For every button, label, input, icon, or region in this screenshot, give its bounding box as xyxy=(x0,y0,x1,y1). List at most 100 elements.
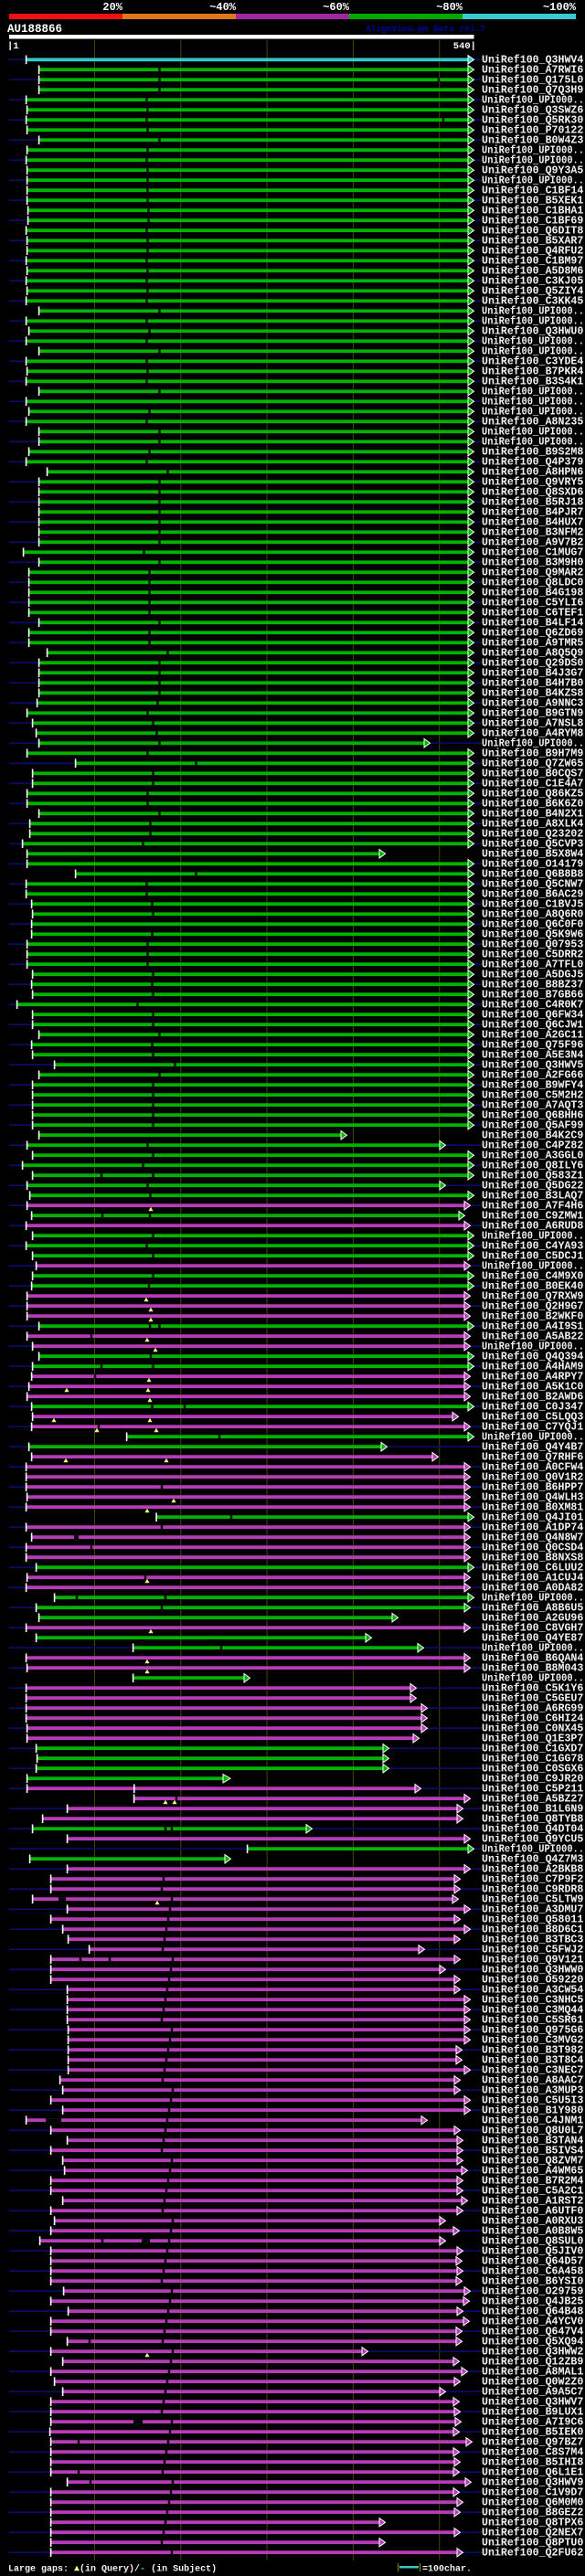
svg-text:UniRef100_A0RXU3: UniRef100_A0RXU3 xyxy=(482,2215,583,2227)
svg-text:UniRef100_B4K2C9: UniRef100_B4K2C9 xyxy=(482,1129,583,1141)
svg-text:UniRef100_Q3HWV4: UniRef100_Q3HWV4 xyxy=(482,54,583,66)
svg-text:UniRef100_Q6FW34: UniRef100_Q6FW34 xyxy=(482,1009,583,1021)
svg-text:UniRef100_UPI000..: UniRef100_UPI000.. xyxy=(482,386,584,398)
svg-text:UniRef100_Q12ZB9: UniRef100_Q12ZB9 xyxy=(482,2356,583,2368)
svg-text:UniRef100_Q4JB25: UniRef100_Q4JB25 xyxy=(482,2295,583,2307)
svg-text:UniRef100_Q3HWW2: UniRef100_Q3HWW2 xyxy=(482,2346,583,2358)
svg-text:UniRef100_UPI000..: UniRef100_UPI000.. xyxy=(482,1672,584,1684)
svg-text:UniRef100_A7RWI6: UniRef100_A7RWI6 xyxy=(482,64,583,76)
svg-text:UniRef100_Q4YE87: UniRef100_Q4YE87 xyxy=(482,1632,583,1644)
svg-text:UniRef100_UPI000..: UniRef100_UPI000.. xyxy=(482,1260,584,1272)
svg-text:UniRef100_A0DA82: UniRef100_A0DA82 xyxy=(482,1582,583,1594)
svg-text:UniRef100_C3MVG2: UniRef100_C3MVG2 xyxy=(482,2034,583,2046)
svg-text:UniRef100_Q8PTU0: UniRef100_Q8PTU0 xyxy=(482,2537,583,2549)
svg-text:UniRef100_A7I9C6: UniRef100_A7I9C6 xyxy=(482,2416,583,2428)
svg-text:UniRef100_A9A5C7: UniRef100_A9A5C7 xyxy=(482,2386,583,2398)
svg-text:UniRef100_A4I9S1: UniRef100_A4I9S1 xyxy=(482,1320,583,1332)
svg-text:UniRef100_A8B6U5: UniRef100_A8B6U5 xyxy=(482,1602,583,1614)
svg-text:UniRef100_A4YCV0: UniRef100_A4YCV0 xyxy=(482,2316,583,2327)
svg-text:UniRef100_UPI000..: UniRef100_UPI000.. xyxy=(482,406,584,418)
svg-text:UniRef100_A0B8W5: UniRef100_A0B8W5 xyxy=(482,2225,583,2237)
svg-text:UniRef100_UPI000..: UniRef100_UPI000.. xyxy=(482,1592,584,1604)
svg-text:UniRef100_Q0V1R2: UniRef100_Q0V1R2 xyxy=(482,1471,583,1483)
svg-text:UniRef100_C1GXD7: UniRef100_C1GXD7 xyxy=(482,1743,583,1754)
svg-text:UniRef100_C6TEF1: UniRef100_C6TEF1 xyxy=(482,607,583,619)
svg-text:UniRef100_A8Q5Q9: UniRef100_A8Q5Q9 xyxy=(482,647,583,659)
svg-text:UniRef100_B7GB66: UniRef100_B7GB66 xyxy=(482,989,583,1001)
svg-text:UniRef100_A3CW54: UniRef100_A3CW54 xyxy=(482,1984,583,1996)
svg-text:UniRef100_B0W4Z3: UniRef100_B0W4Z3 xyxy=(482,134,583,146)
svg-text:UniRef100_Q8TYB8: UniRef100_Q8TYB8 xyxy=(482,1813,583,1825)
svg-text:UniRef100_A3DMU7: UniRef100_A3DMU7 xyxy=(482,1903,583,1915)
svg-text:UniRef100_Q4WLH3: UniRef100_Q4WLH3 xyxy=(482,1491,583,1503)
svg-text:UniRef100_Q4Q394: UniRef100_Q4Q394 xyxy=(482,1351,583,1362)
svg-text:UniRef100_Q5RK30: UniRef100_Q5RK30 xyxy=(482,114,583,126)
svg-text:UniRef100_C7YQJ1: UniRef100_C7YQJ1 xyxy=(482,1421,583,1433)
svg-text:UniRef100_B5X8W4: UniRef100_B5X8W4 xyxy=(482,848,583,860)
svg-text:UniRef100_Q6C0F0: UniRef100_Q6C0F0 xyxy=(482,918,583,930)
svg-text:UniRef100_B4KZS8: UniRef100_B4KZS8 xyxy=(482,687,583,699)
svg-text:UniRef100_B1Y980: UniRef100_B1Y980 xyxy=(482,2104,583,2116)
svg-text:~40%: ~40% xyxy=(209,1,237,14)
svg-text:UniRef100_C5DRR2: UniRef100_C5DRR2 xyxy=(482,949,583,960)
svg-text:UniRef100_C5LQQ3: UniRef100_C5LQQ3 xyxy=(482,1411,583,1423)
svg-text:UniRef100_C1MUG7: UniRef100_C1MUG7 xyxy=(482,546,583,558)
svg-text:UniRef100_A6UTF0: UniRef100_A6UTF0 xyxy=(482,2205,583,2217)
svg-text:UniRef100_B6AC29: UniRef100_B6AC29 xyxy=(482,888,583,900)
svg-text:UniRef100_B9H7M9: UniRef100_B9H7M9 xyxy=(482,747,583,759)
svg-text:UniRef100_B7PKR4: UniRef100_B7PKR4 xyxy=(482,366,583,377)
svg-text:~80%: ~80% xyxy=(436,1,463,14)
svg-text:UniRef100_Q8LDC0: UniRef100_Q8LDC0 xyxy=(482,577,583,588)
svg-text:UniRef100_A6RUD8: UniRef100_A6RUD8 xyxy=(482,1220,583,1232)
svg-text:UniRef100_C1BM97: UniRef100_C1BM97 xyxy=(482,255,583,267)
svg-text:UniRef100_C5GEU7: UniRef100_C5GEU7 xyxy=(482,1692,583,1704)
svg-text:UniRef100_A8XLK4: UniRef100_A8XLK4 xyxy=(482,818,583,830)
svg-text:UniRef100_C0SGX6: UniRef100_C0SGX6 xyxy=(482,1763,583,1775)
svg-text:UniRef100_Q4DT04: UniRef100_Q4DT04 xyxy=(482,1823,583,1835)
svg-text:UniRef100_B3T982: UniRef100_B3T982 xyxy=(482,2044,583,2056)
svg-text:UniRef100_UPI000..: UniRef100_UPI000.. xyxy=(482,396,584,408)
svg-text:UniRef100_A5D8M6: UniRef100_A5D8M6 xyxy=(482,265,583,277)
svg-text:UniRef100_A4RYM8: UniRef100_A4RYM8 xyxy=(482,727,583,739)
svg-text:UniRef100_C4YA93: UniRef100_C4YA93 xyxy=(482,1240,583,1252)
svg-text:UniRef100_C1BVJ5: UniRef100_C1BVJ5 xyxy=(482,898,583,910)
svg-text:UniRef100_A1DP74: UniRef100_A1DP74 xyxy=(482,1521,583,1533)
svg-text:UniRef100_Q8SXD6: UniRef100_Q8SXD6 xyxy=(482,486,583,498)
svg-text:UniRef100_Q9MAR2: UniRef100_Q9MAR2 xyxy=(482,567,583,578)
svg-text:UniRef100_UPI000..: UniRef100_UPI000.. xyxy=(482,1642,584,1654)
svg-text:UniRef100_B5IEK0: UniRef100_B5IEK0 xyxy=(482,2426,583,2438)
svg-text:UniRef100_Q3HWW0: UniRef100_Q3HWW0 xyxy=(482,1964,583,1976)
svg-text:UniRef100_A3MUP3: UniRef100_A3MUP3 xyxy=(482,2084,583,2096)
svg-text:UniRef100_UPI000..: UniRef100_UPI000.. xyxy=(482,426,584,438)
svg-text:UniRef100_B0XM81: UniRef100_B0XM81 xyxy=(482,1501,583,1513)
svg-text:UniRef100_C1GG78: UniRef100_C1GG78 xyxy=(482,1753,583,1765)
svg-text:UniRef100_B3M9H0: UniRef100_B3M9H0 xyxy=(482,557,583,568)
svg-text:UniRef100_A1RST2: UniRef100_A1RST2 xyxy=(482,2195,583,2207)
svg-text:UniRef100_Q6BHH6: UniRef100_Q6BHH6 xyxy=(482,1109,583,1121)
svg-text:UniRef100_C0J347: UniRef100_C0J347 xyxy=(482,1401,583,1413)
svg-text:UniRef100_UPI000..: UniRef100_UPI000.. xyxy=(482,144,584,156)
svg-text:UniRef100_Q5CVP3: UniRef100_Q5CVP3 xyxy=(482,838,583,850)
svg-text:UniRef100_C9ZMW1: UniRef100_C9ZMW1 xyxy=(482,1210,583,1222)
svg-text:UniRef100_Q4JI01: UniRef100_Q4JI01 xyxy=(482,1511,583,1523)
svg-text:UniRef100_Q8ZVM7: UniRef100_Q8ZVM7 xyxy=(482,2155,583,2167)
svg-text:UniRef100_C3MQ44: UniRef100_C3MQ44 xyxy=(482,2004,583,2016)
svg-text:|1: |1 xyxy=(7,41,19,52)
svg-text:UniRef100_C1BF14: UniRef100_C1BF14 xyxy=(482,185,583,196)
svg-text:UniRef100_Q8U0L7: UniRef100_Q8U0L7 xyxy=(482,2125,583,2136)
svg-text:UniRef100_Q3HWV7: UniRef100_Q3HWV7 xyxy=(482,2396,583,2408)
svg-text:UniRef100_C6A458: UniRef100_C6A458 xyxy=(482,2265,583,2277)
svg-text:UniRef100_UPI000..: UniRef100_UPI000.. xyxy=(482,335,584,347)
svg-text:UniRef100_Q6CJW1: UniRef100_Q6CJW1 xyxy=(482,1019,583,1031)
svg-text:UniRef100_A7NSL8: UniRef100_A7NSL8 xyxy=(482,717,583,729)
svg-text:UniRef100_B8M043: UniRef100_B8M043 xyxy=(482,1662,583,1674)
svg-text:UniRef100_Q7RHF6: UniRef100_Q7RHF6 xyxy=(482,1451,583,1463)
svg-text:UniRef100_B3TBC3: UniRef100_B3TBC3 xyxy=(482,1934,583,1945)
svg-text:UniRef100_B3TAN4: UniRef100_B3TAN4 xyxy=(482,2135,583,2147)
svg-text:UniRef100_B5XAR7: UniRef100_B5XAR7 xyxy=(482,235,583,247)
svg-text:UniRef100_UPI000..: UniRef100_UPI000.. xyxy=(482,175,584,186)
svg-text:UniRef100_UPI000..: UniRef100_UPI000.. xyxy=(482,1431,584,1443)
svg-text:UniRef100_A7F4H6: UniRef100_A7F4H6 xyxy=(482,1200,583,1212)
svg-text:UniRef100_B2WKF0: UniRef100_B2WKF0 xyxy=(482,1310,583,1322)
svg-text:UniRef100_C3KJ05: UniRef100_C3KJ05 xyxy=(482,275,583,287)
